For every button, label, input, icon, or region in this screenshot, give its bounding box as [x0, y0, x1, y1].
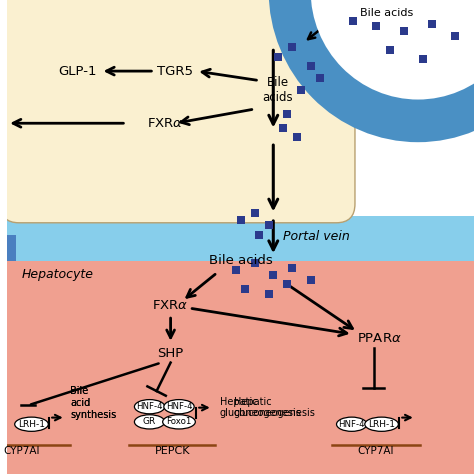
Point — [279, 124, 286, 132]
Ellipse shape — [365, 417, 398, 431]
Ellipse shape — [15, 417, 48, 431]
Bar — [7, 261, 474, 474]
Bar — [7, 209, 474, 261]
Wedge shape — [269, 0, 474, 142]
Point — [283, 110, 291, 118]
Text: Portal vein: Portal vein — [283, 230, 349, 244]
Text: TGR5: TGR5 — [156, 64, 192, 78]
Text: FXR$\alpha$: FXR$\alpha$ — [147, 117, 184, 130]
Point — [349, 18, 356, 25]
Point — [452, 32, 459, 39]
Text: HNF-4: HNF-4 — [166, 402, 192, 411]
Point — [293, 134, 301, 141]
Point — [288, 264, 296, 272]
Text: Bile acids: Bile acids — [209, 254, 273, 267]
Point — [232, 266, 240, 274]
Text: LRH-1: LRH-1 — [18, 420, 45, 428]
Point — [400, 27, 408, 35]
Point — [251, 210, 258, 217]
FancyBboxPatch shape — [0, 0, 355, 223]
Text: HNF-4: HNF-4 — [137, 402, 163, 411]
Point — [307, 63, 314, 70]
Text: Hepatocyte: Hepatocyte — [21, 268, 93, 282]
Point — [372, 22, 380, 30]
Point — [237, 217, 245, 224]
Text: HNF-4: HNF-4 — [338, 420, 365, 428]
Text: PEPCK: PEPCK — [155, 446, 191, 456]
Point — [428, 20, 436, 27]
Bar — [7, 235, 16, 261]
Ellipse shape — [135, 415, 165, 429]
Text: Hepatic
gluconeogenesis: Hepatic gluconeogenesis — [219, 397, 301, 419]
Text: Bile
acid
synthesis: Bile acid synthesis — [70, 386, 117, 419]
Point — [251, 259, 258, 267]
Point — [283, 281, 291, 288]
Ellipse shape — [337, 417, 367, 431]
Wedge shape — [310, 0, 474, 100]
Text: GR: GR — [143, 418, 156, 426]
Point — [386, 46, 394, 54]
Bar — [348, 0, 474, 216]
Text: Bile
acids: Bile acids — [263, 76, 293, 104]
Point — [288, 44, 296, 51]
Text: Hepatic
gluconeogenesis: Hepatic gluconeogenesis — [234, 397, 316, 419]
Point — [265, 290, 273, 298]
Ellipse shape — [163, 415, 195, 429]
Ellipse shape — [164, 400, 194, 414]
Text: GLP-1: GLP-1 — [59, 64, 97, 78]
Point — [255, 231, 263, 238]
Point — [298, 86, 305, 94]
Point — [274, 53, 282, 61]
Point — [265, 221, 273, 229]
Text: Bile
acid
synthesis: Bile acid synthesis — [70, 386, 117, 419]
Point — [419, 55, 427, 63]
Text: Foxo1: Foxo1 — [166, 418, 191, 426]
Text: PPAR$\alpha$: PPAR$\alpha$ — [357, 332, 402, 346]
Point — [241, 285, 249, 293]
Point — [307, 276, 314, 283]
Text: Bile acids: Bile acids — [360, 8, 413, 18]
Ellipse shape — [135, 400, 165, 414]
Text: SHP: SHP — [157, 346, 184, 360]
Text: CYP7AI: CYP7AI — [358, 446, 394, 456]
Point — [316, 74, 324, 82]
Text: LRH-1: LRH-1 — [368, 420, 395, 428]
Text: CYP7AI: CYP7AI — [3, 446, 39, 456]
Text: FXR$\alpha$: FXR$\alpha$ — [152, 299, 189, 312]
Point — [270, 271, 277, 279]
